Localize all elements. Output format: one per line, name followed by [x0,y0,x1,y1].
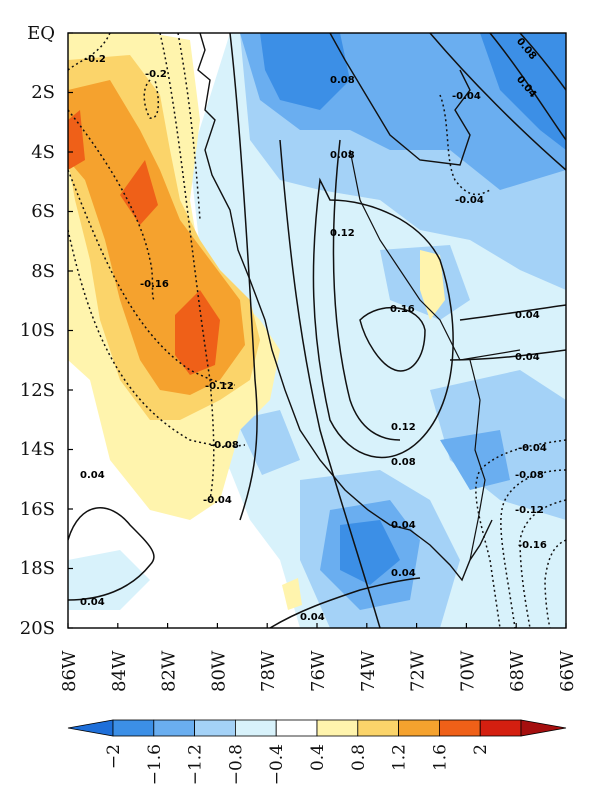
colorbar-box [357,719,399,737]
contour-label: -0.04 [455,195,484,206]
contour-labels: -0.2 -0.2 -0.16 -0.12 -0.08 -0.04 -0.04 … [80,36,547,623]
lat-tick-label: 16S [20,499,55,520]
lon-tick-label: 68W [507,650,528,692]
colorbar-box [398,719,440,737]
colorbar-box [153,719,196,737]
lat-tick-label: 6S [31,201,55,222]
colorbar-box [316,719,359,737]
lat-tick-label: 10S [20,320,55,341]
colorbar-labels: −2 −1.6 −1.2 −0.8 −0.4 0.4 0.8 1.2 1.6 2 [104,744,491,785]
colorbar: −2 −1.6 −1.2 −0.8 −0.4 0.4 0.8 1.2 1.6 2 [67,719,567,785]
land-feature [469,359,486,561]
lon-tick-label: 74W [358,650,379,692]
colorbar-label: 2 [471,744,491,755]
contour-label: -0.2 [145,69,167,80]
contour-label: 0.04 [300,612,325,623]
lat-tick-label: 4S [31,142,55,163]
colorbar-label: −0.4 [267,744,287,785]
lat-tick-label: 12S [20,380,55,401]
contour-label: -0.12 [205,381,234,392]
lon-tick-label: 82W [159,650,180,692]
shaded-field [68,33,566,628]
colorbar-boxes [67,719,567,737]
colorbar-box [112,719,155,737]
colorbar-extend-low [67,719,114,737]
contour-label: 0.04 [515,352,540,363]
lon-tick-label: 86W [59,650,80,692]
land-feature [329,32,471,166]
colorbar-label: −0.8 [226,744,246,785]
contour-label: -0.2 [84,54,106,65]
lon-axis [67,623,567,628]
contour-label: 0.04 [80,470,105,481]
lon-tick-label: 66W [557,650,578,692]
colorbar-label: 0.8 [349,744,369,771]
lon-tick-label: 84W [109,650,130,692]
contour-label: 0.08 [330,75,355,86]
contour-label: 0.08 [330,150,355,161]
lat-labels: EQ 2S 4S 6S 8S 10S 12S 14S 16S 18S 20S [20,23,55,639]
lon-tick-label: 70W [457,650,478,692]
land-feature [349,149,521,361]
contour-label: -0.12 [515,505,544,516]
lat-tick-label: 14S [20,439,55,460]
contour-label: 0.04 [80,597,105,608]
colorbar-box [438,719,481,737]
lat-tick-label: 8S [31,261,55,282]
colorbar-box [275,719,318,737]
contour-label: -0.04 [452,91,481,102]
contour-label: -0.16 [140,279,169,290]
map-panel: -0.2 -0.2 -0.16 -0.12 -0.08 -0.04 -0.04 … [20,23,578,692]
lat-tick-label: 2S [31,82,55,103]
lon-tick-label: 72W [408,650,429,692]
colorbar-box [479,719,522,737]
contour-label: 0.12 [391,422,416,433]
contour-label: -0.04 [518,443,547,454]
contours [68,33,566,628]
contour-label: 0.04 [391,520,416,531]
contour-label: -0.16 [518,540,547,551]
lon-tick-label: 78W [258,650,279,692]
colorbar-label: −1.6 [145,744,165,785]
contour-label: -0.08 [515,470,544,481]
colorbar-box [234,719,277,737]
lon-tick-label: 80W [208,650,229,692]
contour-label: 0.12 [330,228,355,239]
contour-label: 0.16 [390,304,415,315]
lat-axis [68,32,73,629]
contour-label: -0.04 [203,495,232,506]
colorbar-label: 1.2 [390,744,410,771]
lat-tick-label: 20S [20,618,55,639]
contour-label: 0.04 [515,310,540,321]
contour-label: 0.08 [391,457,416,468]
lat-tick-label: EQ [27,23,55,44]
colorbar-label: 0.4 [308,744,328,771]
lat-tick-label: 18S [20,558,55,579]
contour-label: 0.04 [391,568,416,579]
colorbar-label: −2 [104,744,124,769]
contour-label: -0.08 [210,440,239,451]
colorbar-box [194,719,236,737]
coastline [197,32,493,582]
lon-tick-label: 76W [308,650,329,692]
colorbar-label: −1.2 [186,744,206,785]
colorbar-label: 1.6 [430,744,450,771]
colorbar-extend-high [520,719,567,737]
lon-labels: 86W 84W 82W 80W 78W 76W 74W 72W 70W 68W … [59,650,578,692]
